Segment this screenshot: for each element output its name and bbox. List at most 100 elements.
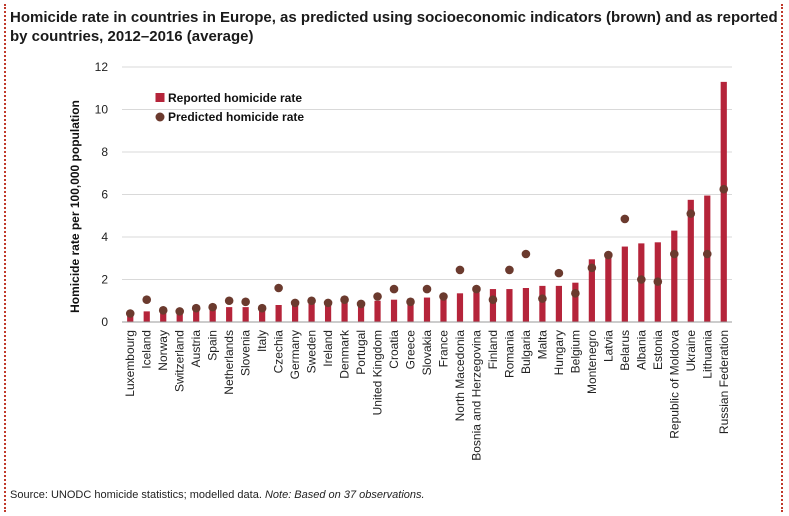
source-label: Source: UNODC homicide statistics; model… bbox=[10, 489, 262, 501]
bar-reported bbox=[374, 300, 381, 322]
bar-reported bbox=[209, 308, 216, 322]
bar-reported bbox=[259, 306, 266, 322]
x-tick-label: North Macedonia bbox=[453, 330, 467, 422]
x-tick-label: Sweden bbox=[305, 330, 319, 373]
y-tick-label: 4 bbox=[101, 230, 108, 244]
dot-predicted bbox=[340, 295, 349, 304]
bar-reported bbox=[357, 300, 365, 322]
x-tick-label: Republic of Moldova bbox=[667, 330, 681, 439]
bar-reported bbox=[572, 282, 579, 322]
bar-reported bbox=[588, 259, 595, 322]
dot-predicted bbox=[472, 284, 481, 294]
dot-predicted bbox=[307, 296, 316, 306]
bar-reported bbox=[292, 303, 299, 322]
x-tick-label: Hungary bbox=[552, 330, 566, 375]
x-tick-label: Slovakia bbox=[420, 330, 434, 376]
bar-reported bbox=[226, 307, 233, 322]
x-tick-label: Netherlands bbox=[222, 330, 236, 395]
y-tick-label: 8 bbox=[101, 145, 108, 159]
x-tick-label: Latvia bbox=[601, 330, 615, 362]
x-tick-label: Czechia bbox=[272, 330, 286, 374]
dot-predicted bbox=[175, 307, 185, 316]
bar-reported bbox=[555, 285, 562, 322]
x-tick-label: United Kingdom bbox=[371, 330, 385, 415]
dot-predicted bbox=[142, 295, 152, 304]
bar-reported bbox=[671, 230, 678, 322]
dot-predicted bbox=[356, 299, 366, 309]
dot-predicted bbox=[323, 298, 333, 308]
dot-predicted bbox=[290, 298, 300, 308]
chart-title: Homicide rate in countries in Europe, as… bbox=[10, 9, 778, 45]
dot-predicted bbox=[406, 297, 415, 307]
x-tick-label: Germany bbox=[288, 330, 302, 379]
x-tick-label: Lithuania bbox=[700, 330, 714, 379]
bar-reported bbox=[176, 311, 183, 322]
x-tick-label: Italy bbox=[255, 330, 269, 352]
bar-reported bbox=[407, 298, 414, 322]
x-tick-label: Belgium bbox=[568, 330, 582, 373]
y-axis-label: Homicide rate per 100,000 population bbox=[68, 100, 82, 313]
x-tick-label: Finland bbox=[486, 330, 500, 369]
bar-reported bbox=[720, 81, 727, 322]
x-tick-label: Albania bbox=[634, 330, 648, 370]
dot-predicted bbox=[587, 263, 597, 273]
dot-predicted bbox=[208, 302, 217, 312]
source-note-italic: Note: Based on 37 observations. bbox=[264, 489, 425, 501]
dot-predicted bbox=[373, 292, 382, 301]
gridlines bbox=[122, 66, 732, 280]
dot-predicted bbox=[389, 284, 399, 294]
legend-swatch-reported bbox=[155, 93, 165, 102]
x-tick-label: Bulgaria bbox=[519, 330, 533, 374]
x-axis-ticks: Luxembourg Iceland Norway Switzerland Austri… bbox=[123, 329, 731, 461]
x-tick-label: Slovenia bbox=[239, 330, 253, 376]
x-tick-label: Belarus bbox=[618, 330, 632, 371]
dot-predicted bbox=[538, 294, 547, 303]
x-tick-label: Norway bbox=[156, 330, 170, 371]
dot-predicted bbox=[571, 289, 580, 298]
bar-reported bbox=[687, 199, 694, 322]
bar-reported bbox=[275, 305, 282, 322]
bar-reported bbox=[456, 293, 464, 322]
dot-predicted bbox=[702, 249, 712, 259]
dot-predicted bbox=[554, 268, 564, 278]
x-tick-label: Greece bbox=[404, 330, 418, 370]
bar-reported bbox=[440, 296, 447, 322]
bar-reported bbox=[341, 300, 348, 322]
x-tick-label: Estonia bbox=[651, 330, 665, 370]
dot-predicted bbox=[191, 303, 201, 313]
bar-reported bbox=[473, 292, 480, 322]
dot-predicted bbox=[241, 297, 250, 307]
dot-predicted bbox=[224, 296, 234, 306]
legend-label-predicted: Predicted homicide rate bbox=[168, 110, 304, 124]
bar-reported bbox=[390, 299, 398, 322]
dot-predicted bbox=[125, 309, 135, 318]
x-tick-label: Austria bbox=[189, 330, 203, 368]
bar-reported bbox=[324, 302, 332, 322]
legend: Reported homicide rate Predicted homicid… bbox=[155, 91, 304, 124]
bar-reported bbox=[506, 289, 513, 322]
x-tick-label: Iceland bbox=[140, 330, 154, 369]
dot-predicted bbox=[620, 214, 630, 224]
bar-reported bbox=[423, 297, 431, 322]
dot-predicted bbox=[455, 265, 465, 275]
y-tick-label: 12 bbox=[95, 60, 109, 74]
dot-predicted bbox=[653, 277, 663, 286]
x-tick-label: Ireland bbox=[321, 330, 335, 367]
bar-reported bbox=[539, 285, 546, 322]
bar-reported bbox=[160, 311, 167, 322]
x-tick-label: Portugal bbox=[354, 330, 368, 375]
bar-reported bbox=[605, 254, 612, 322]
dot-predicted bbox=[274, 283, 283, 293]
y-tick-label: 6 bbox=[101, 188, 108, 202]
dot-predicted bbox=[257, 303, 267, 313]
y-tick-label: 0 bbox=[101, 315, 108, 329]
bar-reported bbox=[621, 246, 628, 322]
dot-predicted bbox=[669, 249, 679, 259]
bar-reported bbox=[308, 302, 315, 322]
x-tick-label: Russian Federation bbox=[717, 330, 731, 434]
dot-predicted bbox=[521, 249, 531, 259]
dot-series bbox=[125, 184, 729, 318]
x-tick-label: Ukraine bbox=[684, 330, 698, 372]
x-tick-label: Denmark bbox=[338, 329, 352, 379]
bar-reported bbox=[522, 288, 530, 322]
